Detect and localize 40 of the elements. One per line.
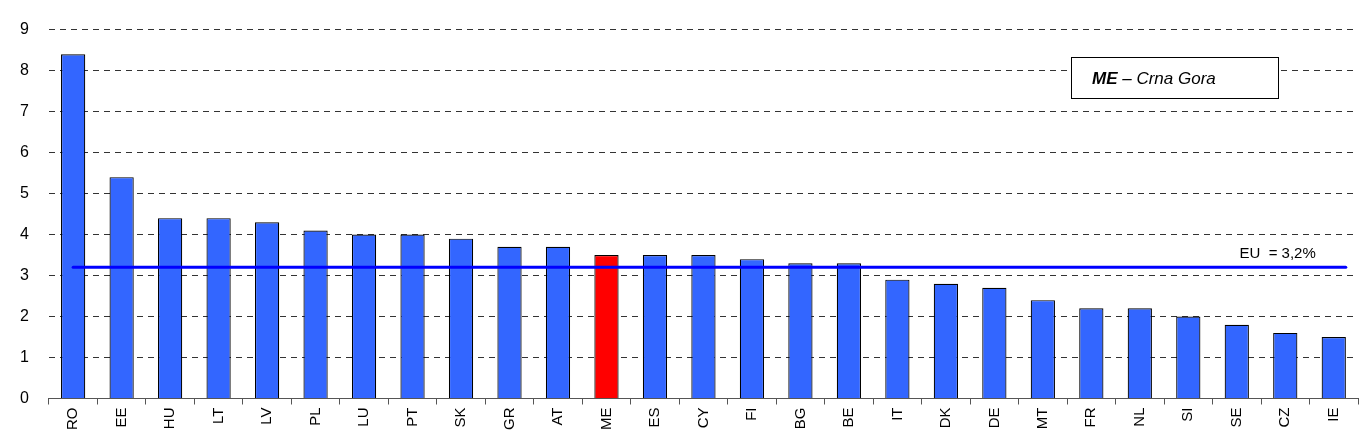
y-tick-label: 5: [19, 183, 29, 201]
y-tick-label: 0: [19, 388, 29, 406]
y-tick-label: 4: [19, 224, 29, 242]
y-tick-label: 7: [19, 101, 29, 119]
y-tick-label: 6: [19, 142, 29, 160]
y-tick-label: 8: [19, 61, 29, 78]
y-tick-label: 9: [19, 20, 29, 38]
x-tick-label: BG: [790, 407, 808, 430]
x-tick-label: LV: [257, 407, 275, 425]
y-tick-label: 2: [19, 306, 29, 324]
annotation: ME – Crna Gora: [1092, 69, 1216, 88]
x-tick-label: RO: [63, 407, 81, 430]
x-tick-label: GR: [499, 407, 517, 430]
x-tick-label: DE: [984, 407, 1002, 429]
x-tick-label: SE: [1226, 407, 1244, 428]
x-tick-label: LU: [354, 407, 372, 427]
x-tick-label: MT: [1032, 407, 1050, 430]
x-tick-label: SK: [451, 407, 469, 428]
x-tick-label: PT: [402, 407, 420, 427]
x-tick-label: FI: [742, 407, 760, 421]
x-tick-label: CZ: [1275, 407, 1293, 428]
note-box: ME – Crna Gora: [1071, 57, 1279, 99]
x-tick-label: ES: [645, 407, 663, 428]
x-tick-label: CY: [693, 407, 711, 429]
x-tick-label: IE: [1323, 407, 1341, 422]
y-tick-label: 1: [19, 347, 29, 365]
x-tick-label: IT: [887, 407, 905, 421]
ref-line-label: EU = 3,2%: [1239, 243, 1316, 261]
x-tick-label: ME: [596, 407, 614, 430]
x-tick-label: BE: [839, 407, 857, 428]
x-tick-label: NL: [1129, 407, 1147, 427]
x-tick-label: SI: [1178, 407, 1196, 422]
x-tick-label: PL: [305, 407, 323, 426]
x-tick-label: HU: [160, 407, 178, 430]
x-tick-label: DK: [936, 407, 954, 429]
x-tick-label: AT: [548, 407, 566, 426]
x-tick-label: LT: [208, 407, 226, 424]
y-tick-label: 3: [19, 265, 29, 283]
x-tick-label: FR: [1081, 407, 1099, 428]
x-tick-label: EE: [111, 407, 129, 428]
